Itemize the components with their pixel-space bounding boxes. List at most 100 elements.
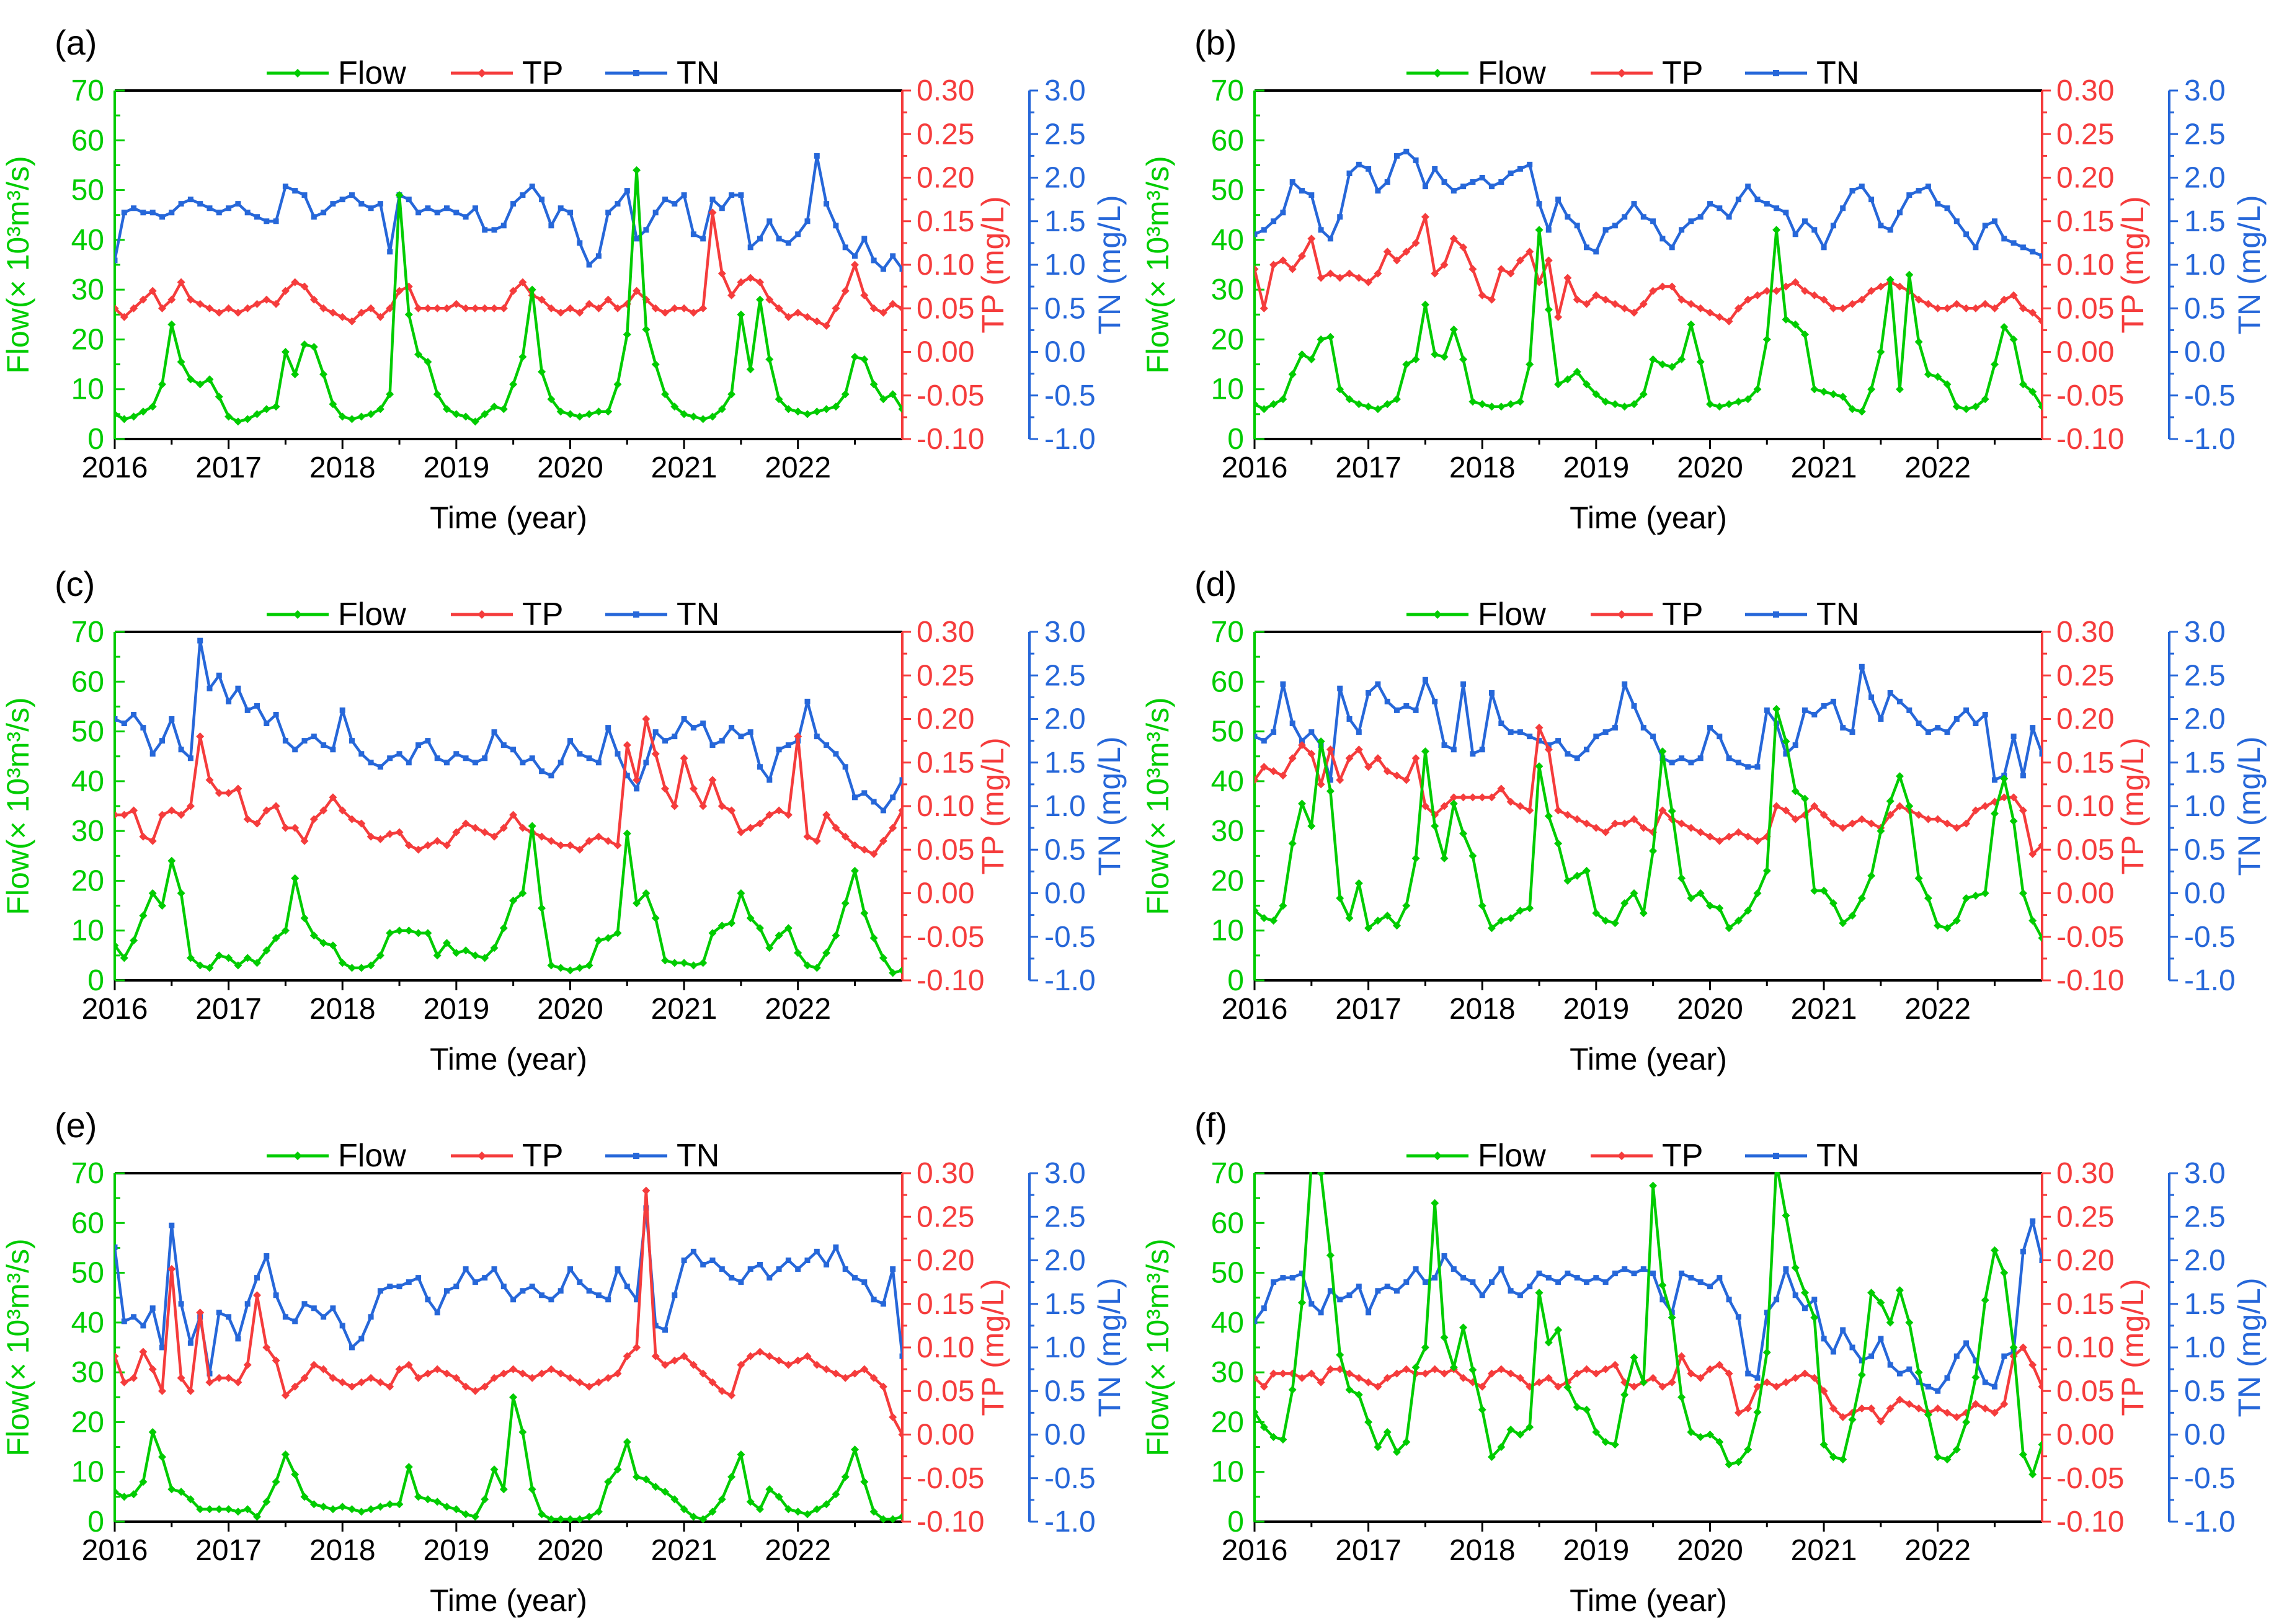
panel-e-chart: (e) Flow TP TN 2016 2017 2018 2019 2020 2021 2022 T… — [1, 1106, 1127, 1618]
flow-tick-label: 0 — [87, 1506, 104, 1538]
tp-tick-label: 0.30 — [2056, 1157, 2114, 1190]
flow-tick-label: 10 — [71, 915, 104, 947]
x-tick-label: 2019 — [1563, 451, 1629, 484]
tp-tick-label: 0.00 — [917, 877, 974, 910]
legend-label-tp: TP — [522, 597, 563, 632]
legend-marker-icon — [478, 69, 486, 78]
flow-tick-label: 10 — [1211, 373, 1243, 406]
tp-tick-label: 0.05 — [917, 292, 974, 325]
tp-tick-label: -0.05 — [2056, 921, 2124, 954]
x-tick-label: 2019 — [1563, 993, 1629, 1026]
tn-tick-label: 1.5 — [2184, 205, 2226, 238]
tp-tick-label: -0.10 — [2056, 423, 2124, 456]
tn-tick-label: 1.0 — [2184, 249, 2226, 282]
x-tick-label: 2018 — [1449, 451, 1515, 484]
tn-tick-label: 2.5 — [2184, 1200, 2226, 1233]
tp-series-markers — [115, 208, 902, 330]
tn-tick-label: -0.5 — [1044, 379, 1096, 412]
tp-tick-label: -0.05 — [917, 1462, 984, 1495]
tp-series-markers — [115, 1186, 902, 1439]
panel-f-chart: (f) Flow TP TN 2016 2017 2018 2019 2020 2021 2022 T… — [1140, 1106, 2267, 1618]
tn-tick-label: 2.0 — [1044, 1245, 1086, 1277]
x-tick-label: 2018 — [309, 451, 376, 484]
flow-series-markers — [115, 166, 902, 426]
tn-tick-label: 2.5 — [2184, 118, 2226, 151]
flow-tick-label: 40 — [1211, 1307, 1243, 1339]
flow-tick-label: 10 — [71, 1456, 104, 1489]
x-tick-label: 2022 — [1904, 1534, 1971, 1567]
tp-tick-label: 0.10 — [2056, 790, 2114, 823]
legend-marker-icon — [1772, 1153, 1779, 1159]
tp-tick-label: -0.10 — [917, 1506, 984, 1538]
legend-marker-icon — [293, 610, 302, 619]
tp-tick-label: -0.10 — [2056, 964, 2124, 997]
flow-tick-label: 70 — [1211, 74, 1243, 107]
tp-tick-label: 0.30 — [917, 1157, 974, 1190]
flow-tick-label: 50 — [1211, 174, 1243, 207]
tn-series-markers — [115, 637, 902, 814]
tp-series-markers — [1254, 213, 2042, 326]
legend-item-tp: TP — [451, 55, 563, 91]
legend-label-tn: TN — [677, 597, 719, 632]
tp-axis-title: TP (mg/L) — [975, 737, 1010, 874]
tn-axis-title: TN (mg/L) — [1092, 195, 1127, 335]
flow-tick-label: 40 — [1211, 224, 1243, 257]
x-tick-label: 2022 — [1904, 451, 1971, 484]
legend-label-flow: Flow — [1478, 55, 1546, 91]
legend-item-tn: TN — [1744, 55, 1859, 91]
tp-tick-label: -0.10 — [917, 964, 984, 997]
flow-tick-label: 0 — [1227, 1506, 1244, 1538]
legend-marker-icon — [293, 1151, 302, 1160]
tp-tick-label: 0.20 — [2056, 162, 2114, 195]
flow-tick-label: 20 — [71, 864, 104, 897]
x-tick-label: 2021 — [651, 993, 717, 1026]
x-axis-title: Time (year) — [1570, 1583, 1727, 1618]
x-tick-label: 2021 — [1790, 451, 1857, 484]
x-tick-label: 2016 — [82, 993, 148, 1026]
flow-series-markers — [1254, 1172, 2042, 1479]
flow-tick-label: 20 — [71, 323, 104, 356]
tp-axis-title: TP (mg/L) — [975, 1279, 1010, 1416]
legend-item-tn: TN — [1744, 1138, 1859, 1174]
flow-tick-label: 20 — [1211, 1406, 1243, 1439]
x-tick-label: 2017 — [195, 993, 262, 1026]
tn-tick-label: 1.0 — [2184, 1331, 2226, 1364]
tp-tick-label: 0.05 — [917, 1375, 974, 1408]
tn-tick-label: 2.0 — [2184, 1245, 2226, 1277]
tp-tick-label: 0.10 — [917, 790, 974, 823]
tn-tick-label: -0.5 — [2184, 921, 2236, 954]
flow-tick-label: 20 — [71, 1406, 104, 1439]
tp-tick-label: 0.15 — [917, 1288, 974, 1321]
x-tick-label: 2017 — [195, 1534, 262, 1567]
legend-marker-icon — [293, 69, 302, 78]
tp-tick-label: 0.15 — [917, 747, 974, 779]
tn-tick-label: 1.5 — [1044, 205, 1086, 238]
legend-item-flow: Flow — [1406, 55, 1546, 91]
panel-a-chart: (a) Flow TP TN 2016 2017 2018 2019 2020 2021 2022 T… — [1, 23, 1127, 535]
tn-tick-label: -1.0 — [2184, 423, 2236, 456]
x-tick-label: 2021 — [1790, 1534, 1857, 1567]
tn-tick-label: 0.5 — [1044, 1375, 1086, 1408]
panel-b-chart: (b) Flow TP TN 2016 2017 2018 2019 2020 2021 2022 T… — [1140, 23, 2267, 535]
tp-tick-label: 0.15 — [2056, 1288, 2114, 1321]
tp-series-line — [115, 717, 902, 856]
flow-tick-label: 0 — [1227, 964, 1244, 997]
legend-item-tn: TN — [605, 55, 719, 91]
tn-series-line — [115, 639, 902, 812]
flow-tick-label: 60 — [71, 665, 104, 698]
flow-series-line — [115, 824, 902, 975]
tp-tick-label: 0.10 — [917, 249, 974, 282]
panel-label: (b) — [1194, 23, 1237, 62]
flow-tick-label: 40 — [1211, 765, 1243, 798]
tp-tick-label: 0.20 — [917, 1245, 974, 1277]
tn-tick-label: 1.5 — [1044, 1288, 1086, 1321]
legend-item-tp: TP — [451, 1138, 563, 1174]
panel-label: (e) — [55, 1106, 97, 1145]
x-tick-label: 2016 — [1221, 451, 1287, 484]
tn-tick-label: -0.5 — [2184, 1462, 2236, 1495]
legend-marker-icon — [1617, 1151, 1626, 1160]
tp-series-line — [1254, 726, 2042, 856]
panel-c-chart: (c) Flow TP TN 2016 2017 2018 2019 2020 2021 2022 T… — [1, 564, 1127, 1076]
tp-tick-label: 0.15 — [2056, 747, 2114, 779]
legend-marker-icon — [633, 1153, 639, 1159]
